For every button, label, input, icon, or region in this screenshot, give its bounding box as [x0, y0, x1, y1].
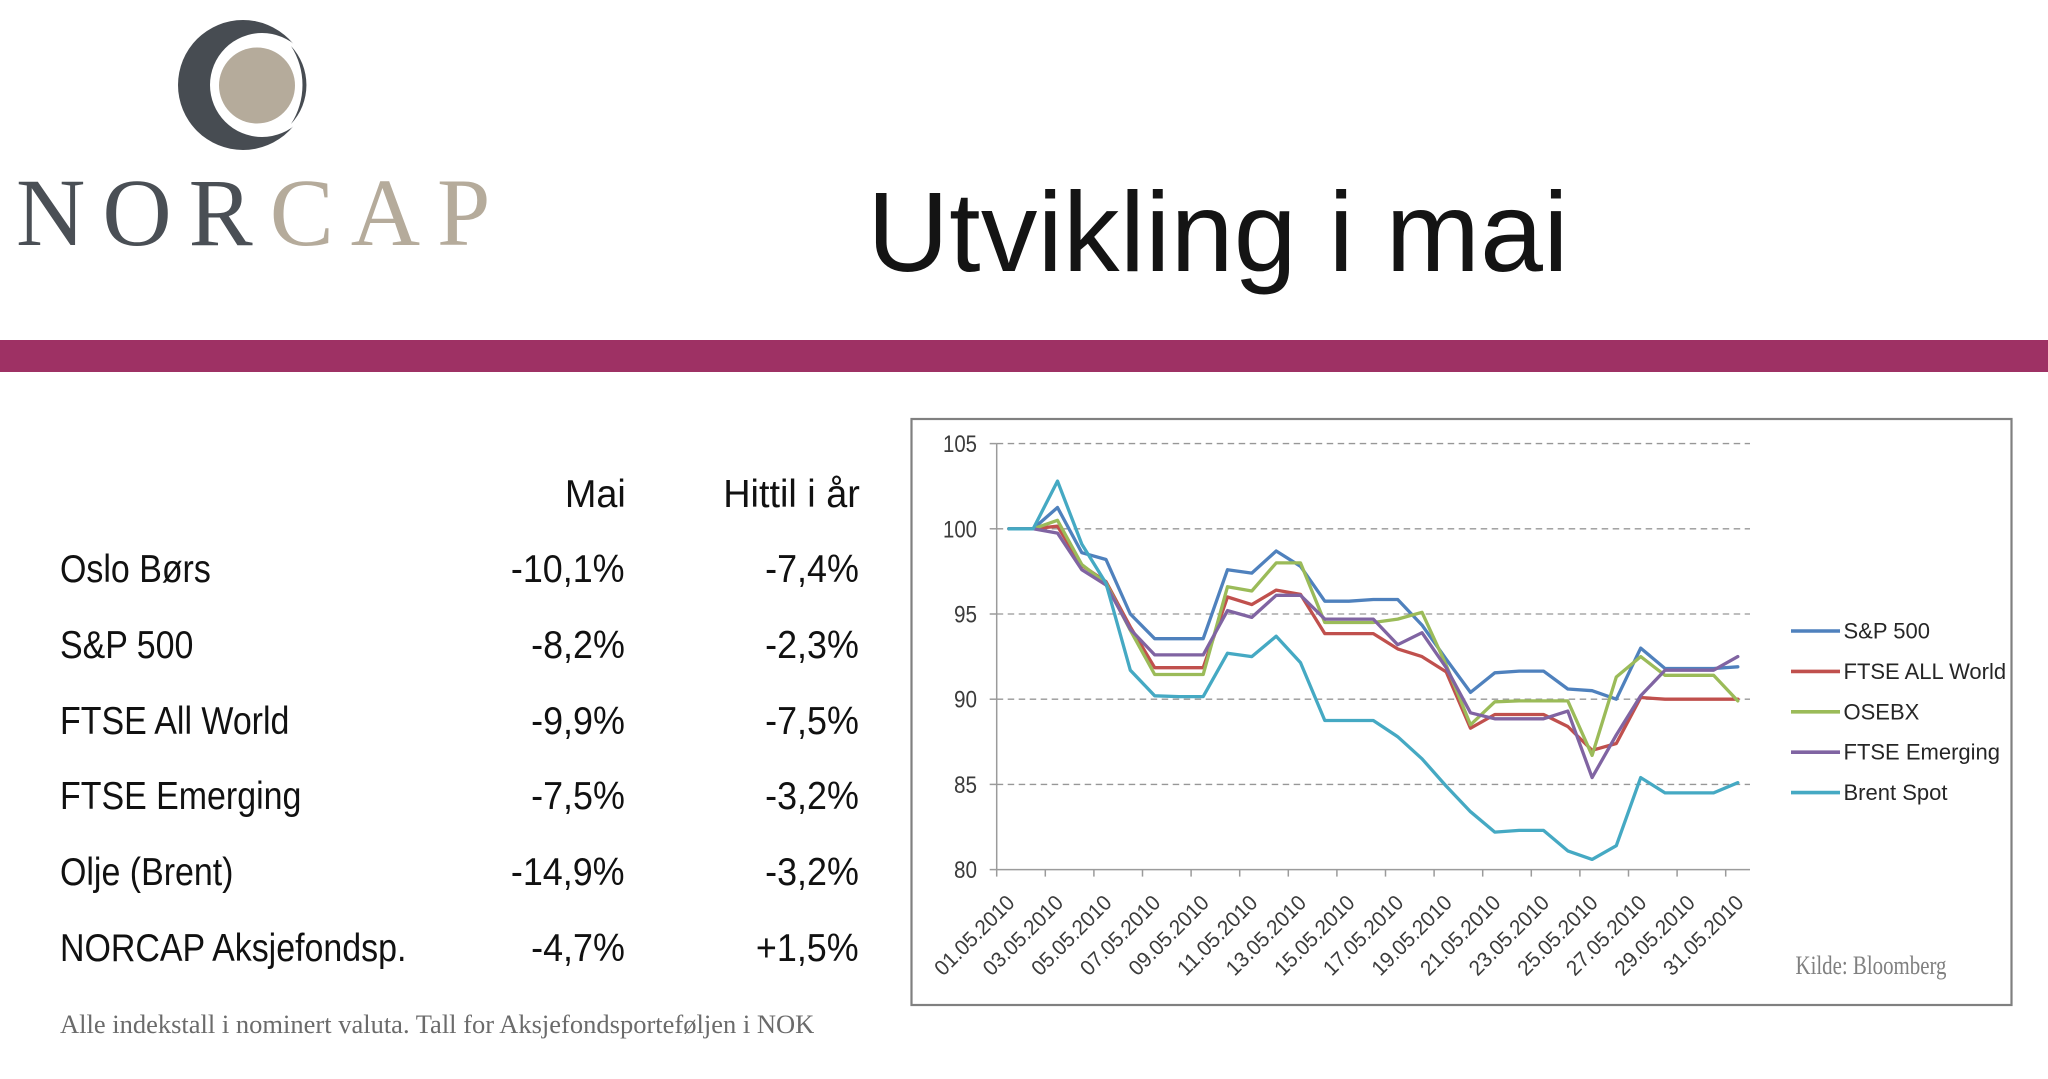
svg-text:80: 80 — [954, 857, 977, 884]
svg-text:OSEBX: OSEBX — [1844, 699, 1920, 724]
svg-text:FTSE Emerging: FTSE Emerging — [1844, 740, 2001, 765]
svg-text:S&P 500: S&P 500 — [1844, 619, 1930, 644]
svg-text:85: 85 — [954, 772, 977, 799]
svg-text:Brent Spot: Brent Spot — [1844, 780, 1948, 805]
svg-text:90: 90 — [954, 687, 977, 714]
svg-text:FTSE ALL World: FTSE ALL World — [1844, 659, 2007, 684]
svg-text:100: 100 — [943, 516, 977, 543]
svg-text:105: 105 — [943, 431, 977, 458]
svg-text:95: 95 — [954, 602, 977, 629]
svg-text:Kilde: Bloomberg: Kilde: Bloomberg — [1796, 951, 1947, 980]
